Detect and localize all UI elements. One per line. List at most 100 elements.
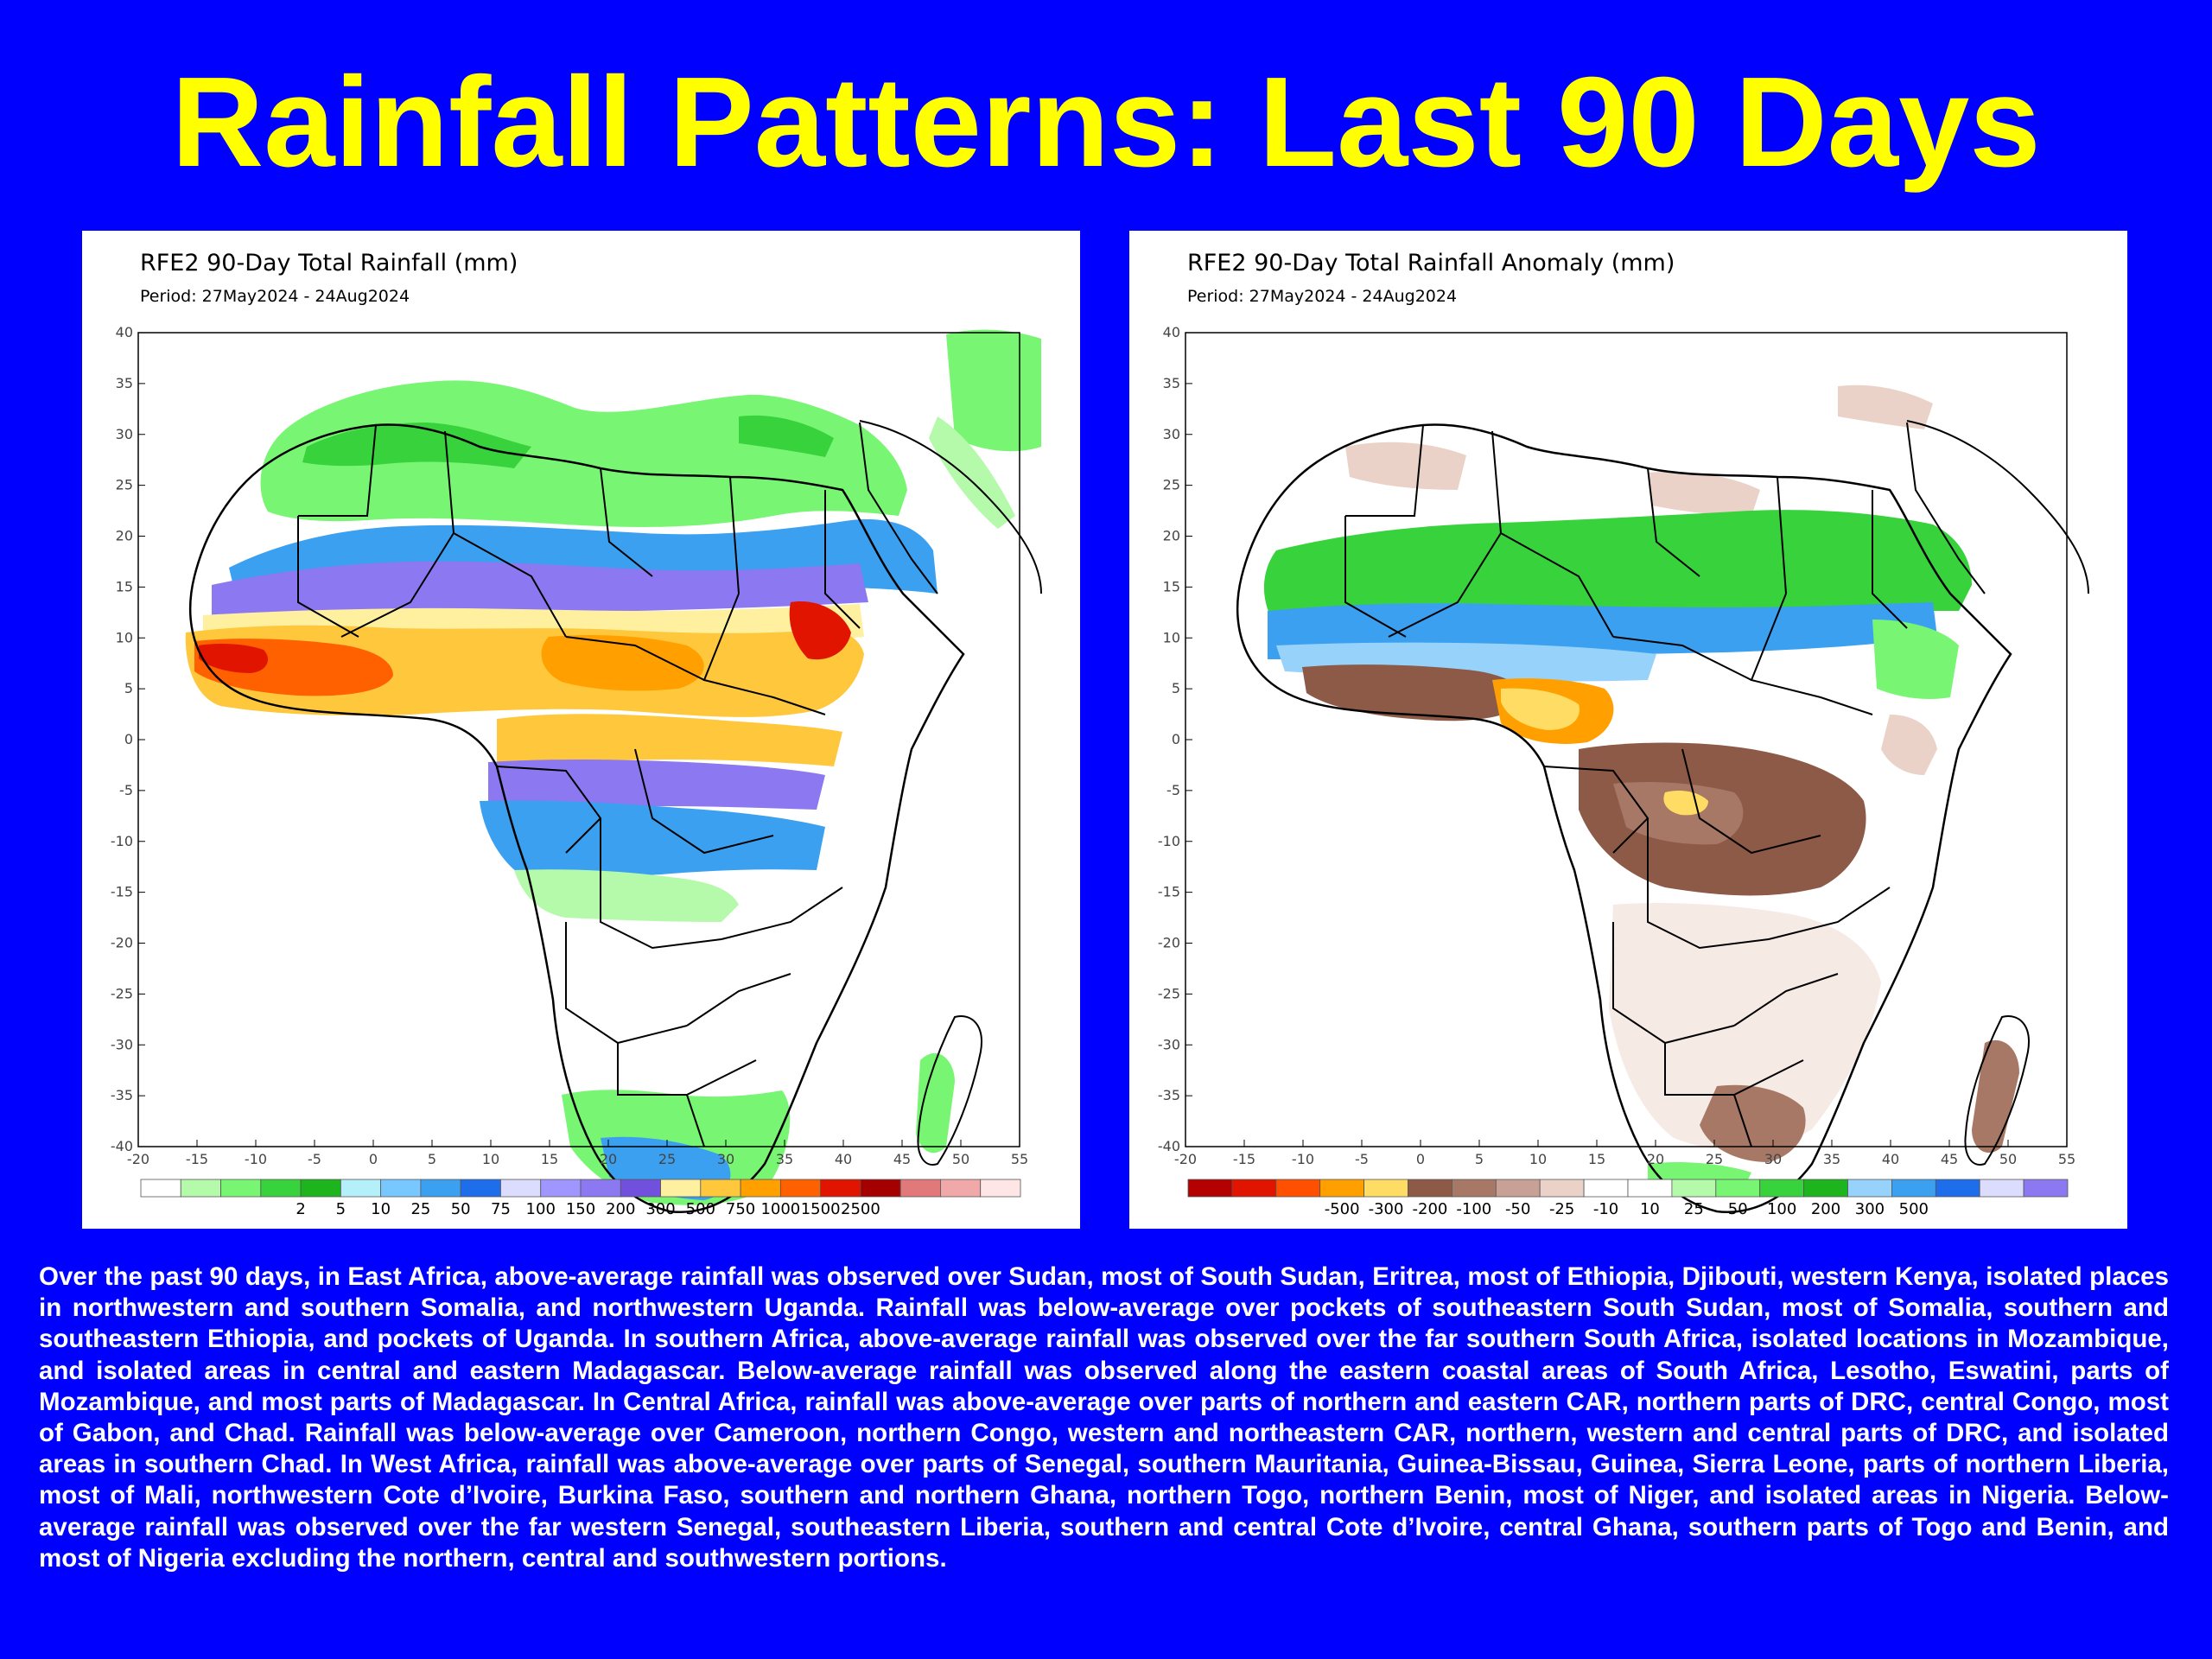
colorbar-swatch [1979,1179,2024,1198]
colorbar-label: 200 [606,1200,635,1218]
lat-tick-label: -30 [1158,1036,1180,1052]
map-period: Period: 27May2024 - 24Aug2024 [140,287,410,306]
lat-tick-label: 35 [116,375,133,391]
colorbar-swatch [660,1179,702,1198]
colorbar-label: 500 [1899,1200,1929,1218]
country-boundaries [1236,420,2089,1213]
colorbar-swatch [2023,1179,2069,1198]
lat-tick-label: 30 [1163,426,1180,442]
lat-tick-label: 0 [124,731,133,747]
colorbar-label: -50 [1505,1200,1530,1218]
lon-tick-label: 0 [1416,1151,1425,1167]
colorbar-swatch [620,1179,661,1198]
lat-tick-label: 25 [1163,477,1180,493]
lon-tick-label: 55 [1011,1151,1028,1167]
lon-tick-label: 40 [835,1151,852,1167]
colorbar-label: 25 [410,1200,430,1218]
colorbar-swatch [1275,1179,1321,1198]
longitude-ticks: -20 -15 -10 -5 0 5 10 15 20 25 30 35 40 45 50 55 [127,1140,1028,1167]
lat-tick-label: -35 [111,1087,133,1103]
latitude-ticks: 40 35 30 25 20 15 10 5 0 -5 -10 -15 -20 -25 -30 -35 -40 [111,324,145,1154]
lon-tick-label: 20 [600,1151,617,1167]
lon-tick-label: -10 [245,1151,267,1167]
colorbar-label: 2 [296,1200,305,1218]
lon-tick-label: 25 [658,1151,676,1167]
lat-tick-label: 20 [1163,528,1180,544]
colorbar-label: 50 [451,1200,471,1218]
map-title: RFE2 90-Day Total Rainfall (mm) [140,250,518,276]
lon-tick-label: 30 [717,1151,734,1167]
colorbar-swatch [180,1179,221,1198]
lon-tick-label: 35 [1823,1151,1840,1167]
colorbar-swatch [700,1179,741,1198]
colorbar-label: 500 [686,1200,715,1218]
colorbar-label: 150 [566,1200,595,1218]
rainfall-summary-text: Over the past 90 days, in East Africa, a… [39,1262,2169,1573]
lat-tick-label: -20 [1158,935,1180,951]
colorbar-label: 100 [526,1200,556,1218]
lon-tick-label: -10 [1292,1151,1314,1167]
lat-tick-label: -35 [1158,1087,1180,1103]
lat-tick-label: 40 [116,324,133,340]
slide-title: Rainfall Patterns: Last 90 Days [171,51,2041,194]
colorbar-label: -25 [1549,1200,1574,1218]
lon-tick-label: -20 [1174,1151,1197,1167]
colorbar-swatch [1671,1179,1717,1198]
colorbar-swatch [260,1179,302,1198]
lon-tick-label: 50 [952,1151,969,1167]
total-rainfall-map-panel: RFE2 90-Day Total Rainfall (mm) Period: … [82,231,1080,1229]
colorbar-swatch [500,1179,542,1198]
colorbar-label: 10 [1640,1200,1660,1218]
lat-tick-label: -30 [111,1036,133,1052]
lon-tick-label: 15 [1588,1151,1605,1167]
colorbar-label: 1500 [801,1200,841,1218]
lon-tick-label: 5 [1475,1151,1484,1167]
colorbar-swatch [1231,1179,1277,1198]
lat-tick-label: 40 [1163,324,1180,340]
colorbar-swatch [1627,1179,1673,1198]
rainfall-colorbar: 2 5 10 25 50 75 100 150 200 300 500 750 1000 1500 2500 [140,1179,1021,1218]
lat-tick-label: 15 [116,578,133,594]
colorbar-swatch [980,1179,1021,1198]
anomaly-colorbar: -500 -300 -200 -100 -50 -25 -10 10 25 50 100 200 300… [1187,1179,2069,1218]
colorbar-swatch [1715,1179,1761,1198]
colorbar-label: -300 [1369,1200,1404,1218]
lon-tick-label: 35 [776,1151,793,1167]
lon-tick-label: 25 [1706,1151,1723,1167]
lon-tick-label: 10 [482,1151,499,1167]
colorbar-label: 750 [726,1200,755,1218]
colorbar-swatch [340,1179,382,1198]
colorbar-swatch [1451,1179,1497,1198]
total-rainfall-map: RFE2 90-Day Total Rainfall (mm) Period: … [111,250,1042,1218]
lat-tick-label: -15 [1158,884,1180,900]
lat-tick-label: -5 [119,782,133,798]
colorbar-swatch [1759,1179,1805,1198]
lat-tick-label: 15 [1163,578,1180,594]
colorbar-swatch [1539,1179,1585,1198]
colorbar-swatch [300,1179,341,1198]
lon-tick-label: 45 [893,1151,911,1167]
anomaly-shading [1263,385,2019,1190]
lon-tick-label: 30 [1764,1151,1782,1167]
colorbar-swatch [1187,1179,1233,1198]
colorbar-swatch [1847,1179,1892,1198]
colorbar-swatch [820,1179,861,1198]
colorbar-swatch [1935,1179,1980,1198]
lat-tick-label: 25 [116,477,133,493]
colorbar-swatch [1583,1179,1629,1198]
lon-tick-label: 20 [1647,1151,1664,1167]
lat-tick-label: 10 [1163,629,1180,645]
longitude-ticks: -20 -15 -10 -5 0 5 10 15 20 25 30 35 40 45 50 55 [1174,1140,2075,1167]
lon-tick-label: 55 [2058,1151,2075,1167]
colorbar-label: 25 [1684,1200,1704,1218]
colorbar-swatch [740,1179,781,1198]
colorbar-swatch [1319,1179,1364,1198]
colorbar-swatch [1891,1179,1936,1198]
lon-tick-label: 45 [1941,1151,1958,1167]
lat-tick-label: -25 [1158,985,1180,1001]
lat-tick-label: -20 [111,935,133,951]
colorbar-label: -10 [1593,1200,1618,1218]
lat-tick-label: -25 [111,985,133,1001]
latitude-ticks: 40 35 30 25 20 15 10 5 0 -5 -10 -15 -20 -25 -30 -35 -40 [1158,324,1192,1154]
colorbar-swatch [1408,1179,1452,1198]
